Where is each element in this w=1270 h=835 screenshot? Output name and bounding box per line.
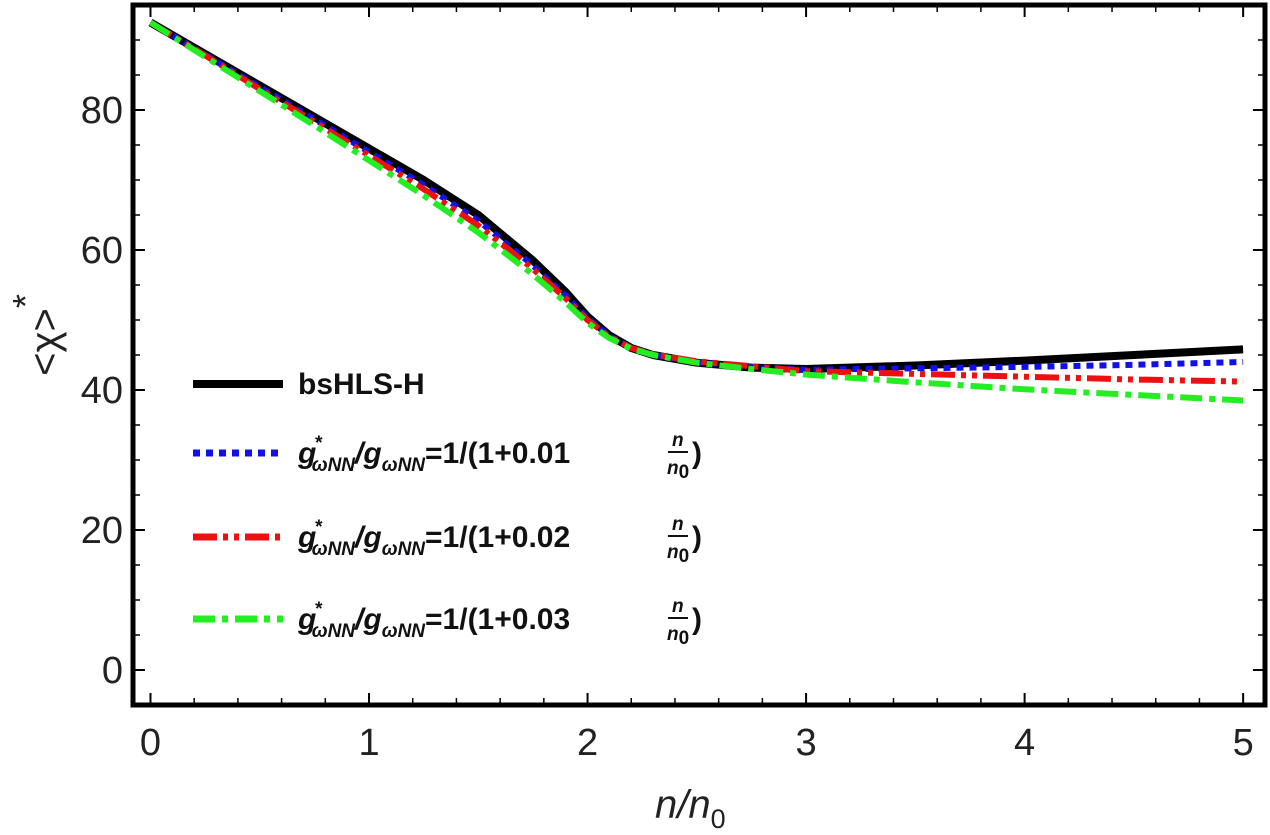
legend-item-1: g* ωNN/gωNN=1/(1+0.01 n n0 ) — [193, 430, 702, 483]
series-line-2 — [148, 19, 1244, 385]
x-tick-label-1: 1 — [358, 722, 379, 764]
legend-label-0: bsHLS-H — [298, 368, 425, 401]
legend-sub-3a: ωNN — [312, 621, 357, 642]
legend-sub-2b: ωNN — [382, 539, 427, 560]
legend-coef-2: =1/(1+0.02 — [425, 521, 570, 554]
legend-close-1: ) — [692, 437, 702, 470]
legend-sup-3: * — [314, 599, 323, 620]
legend-coef-3: =1/(1+0.03 — [425, 603, 570, 636]
ticks-layer: 0 1 2 3 4 5 0 20 40 60 80 — [81, 5, 1265, 764]
legend-mid-3: /g — [353, 603, 382, 636]
legend-item-2: g* ωNN/gωNN=1/(1+0.02 n n0 ) — [193, 514, 702, 567]
legend: bsHLS-H g* ωNN/gωNN=1/(1+0.01 n n0 ) g* ωN… — [193, 368, 702, 649]
legend-label-3: g* ωNN/gωNN=1/(1+0.03 — [297, 599, 570, 642]
legend-close-3: ) — [692, 603, 702, 636]
y-axis-label-group: <χ>* — [5, 294, 67, 376]
legend-mid-1: /g — [353, 437, 382, 470]
legend-sup-1: * — [314, 433, 323, 454]
legend-label-2: g* ωNN/gωNN=1/(1+0.02 — [297, 517, 570, 560]
legend-item-0: bsHLS-H — [193, 368, 425, 401]
legend-item-3: g* ωNN/gωNN=1/(1+0.03 n n0 ) — [193, 596, 702, 649]
legend-sub-1a: ωNN — [312, 455, 357, 476]
x-tick-label-5: 5 — [1233, 722, 1254, 764]
x-axis-label: n/n0 — [655, 783, 726, 834]
legend-sup-2: * — [314, 517, 323, 538]
series-layer — [148, 19, 1244, 404]
legend-frac-den-1: n0 — [667, 458, 689, 483]
legend-sub-2a: ωNN — [312, 539, 357, 560]
series-line-3 — [148, 19, 1244, 404]
y-axis-label-sup: * — [5, 294, 46, 308]
legend-frac-den-3: n0 — [667, 624, 689, 649]
legend-label-1: g* ωNN/gωNN=1/(1+0.01 — [297, 433, 570, 476]
legend-frac-num-3: n — [672, 596, 684, 617]
y-tick-label-2: 40 — [81, 370, 123, 412]
y-axis-label: <χ>* — [5, 294, 67, 376]
legend-frac-num-2: n — [672, 514, 684, 535]
legend-close-2: ) — [692, 521, 702, 554]
legend-sub-1b: ωNN — [382, 455, 427, 476]
x-tick-label-3: 3 — [796, 722, 817, 764]
legend-sub-3b: ωNN — [382, 621, 427, 642]
x-axis-label-main: n/n — [655, 783, 711, 827]
y-axis-label-main: <χ> — [23, 308, 67, 376]
y-tick-label-3: 60 — [81, 230, 123, 272]
x-tick-label-4: 4 — [1014, 722, 1035, 764]
legend-mid-2: /g — [353, 521, 382, 554]
legend-g-1: g — [297, 437, 316, 470]
x-axis-label-sub: 0 — [711, 804, 726, 834]
legend-g-2: g — [297, 521, 316, 554]
legend-coef-1: =1/(1+0.01 — [425, 437, 570, 470]
x-tick-label-0: 0 — [140, 722, 161, 764]
x-tick-label-2: 2 — [577, 722, 598, 764]
series-line-1 — [148, 19, 1244, 373]
y-tick-label-0: 0 — [102, 650, 123, 692]
legend-g-3: g — [297, 603, 316, 636]
y-tick-label-1: 20 — [81, 510, 123, 552]
legend-frac-num-1: n — [672, 430, 684, 451]
series-line-0 — [148, 19, 1244, 373]
legend-frac-den-2: n0 — [667, 542, 689, 567]
y-tick-label-4: 80 — [81, 90, 123, 132]
